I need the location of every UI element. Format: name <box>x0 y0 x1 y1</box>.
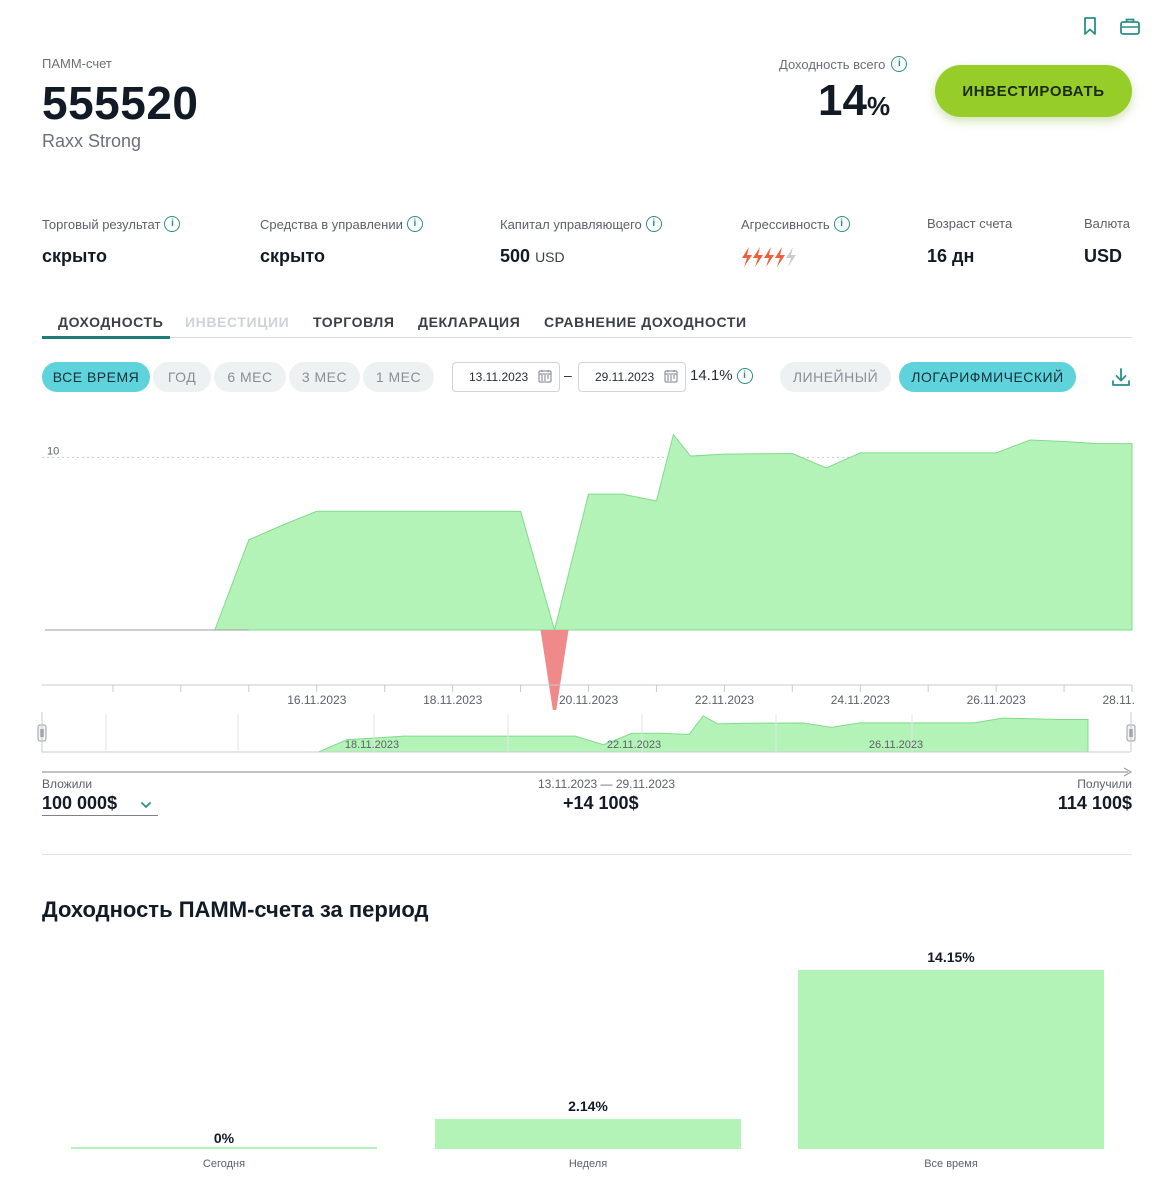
y-tick-label: 10 <box>47 445 59 457</box>
navigator-tick-label: 26.11.2023 <box>869 739 923 751</box>
drawdown-spike <box>540 630 569 710</box>
navigator-area-series <box>176 715 1089 753</box>
period-bar-all-time-label: Все время <box>924 1158 978 1170</box>
aggressiveness-rating <box>741 246 801 273</box>
tab-yield-comparison[interactable]: СРАВНЕНИЕ ДОХОДНОСТИ <box>544 314 747 330</box>
header-actions <box>1081 16 1141 36</box>
section-divider <box>42 854 1132 855</box>
x-tick-label: 22.11.2023 <box>695 693 754 707</box>
tab-declaration[interactable]: ДЕКЛАРАЦИЯ <box>418 314 521 330</box>
download-icon[interactable] <box>1110 366 1132 393</box>
period-bar-today-label: Сегодня <box>202 1158 246 1170</box>
stat-funds-under-management-value: скрыто <box>260 246 325 266</box>
period-bar-all-time <box>798 970 1104 1149</box>
invested-select[interactable]: 100 000$ <box>42 793 118 813</box>
yield-chart[interactable]: 10 16.11.2023 18.11.2023 20.11.2023 22.11.2… <box>42 420 1134 710</box>
date-to-input[interactable]: 29.11.2023 <box>578 362 686 392</box>
stat-currency-label: Валюта <box>1084 216 1130 231</box>
stat-manager-capital-value: 500 USD <box>500 246 565 266</box>
x-tick-label: 28.11.2023 <box>1102 693 1134 707</box>
calendar-icon[interactable] <box>664 369 678 386</box>
period-bar-today <box>71 1147 377 1149</box>
stat-account-age-label: Возраст счета <box>927 216 1013 231</box>
period-bar-week <box>435 1119 741 1149</box>
period-3m-button[interactable]: 3 МЕС <box>289 362 360 392</box>
invest-button[interactable]: ИНВЕСТИРОВАТЬ <box>935 65 1132 117</box>
lightning-icon-filled <box>775 247 785 267</box>
date-range-separator: – <box>564 367 572 383</box>
period-bar-all-time-value: 14.15% <box>927 949 975 965</box>
x-tick-label: 18.11.2023 <box>423 693 482 707</box>
total-yield-value: 14% <box>818 76 891 125</box>
date-from-input[interactable]: 13.11.2023 <box>452 362 560 392</box>
lightning-icon-filled <box>742 247 752 267</box>
navigator-tick-label: 18.11.2023 <box>345 739 399 751</box>
period-bar-week-label: Неделя <box>568 1158 608 1170</box>
received-label: Получили <box>1077 777 1132 791</box>
active-tab-indicator <box>42 336 170 339</box>
info-icon[interactable]: i <box>406 216 423 232</box>
briefcase-icon[interactable] <box>1119 16 1141 36</box>
total-yield-label: Доходность всего i <box>779 56 908 72</box>
info-icon[interactable]: i <box>164 216 181 232</box>
lightning-icon-empty <box>786 247 796 267</box>
profit-value: +14 100$ <box>563 793 639 813</box>
invested-select-underline <box>42 815 158 816</box>
info-icon[interactable]: i <box>891 56 908 72</box>
navigator-tick-label: 22.11.2023 <box>607 739 661 751</box>
info-icon[interactable]: i <box>645 216 662 232</box>
period-section-title: Доходность ПАММ-счета за период <box>42 897 429 922</box>
x-tick-label: 20.11.2023 <box>559 693 618 707</box>
period-arrow <box>42 767 1132 777</box>
period-1m-button[interactable]: 1 МЕС <box>363 362 434 392</box>
account-number: 555520 <box>42 77 199 129</box>
received-value: 114 100$ <box>1057 793 1132 813</box>
stat-funds-under-management-label: Средства в управлении i <box>260 216 423 232</box>
period-all-time-button[interactable]: ВСЕ ВРЕМЯ <box>42 362 150 392</box>
stat-trading-result-label: Торговый результат i <box>42 216 181 232</box>
account-name: Raxx Strong <box>42 131 142 151</box>
invested-label: Вложили <box>42 777 93 791</box>
info-icon[interactable]: i <box>833 216 850 232</box>
scale-linear-button[interactable]: ЛИНЕЙНЫЙ <box>780 362 891 392</box>
range-navigator[interactable]: 18.11.2023 22.11.2023 26.11.2023 <box>36 712 1136 756</box>
period-range-label: 13.11.2023 — 29.11.2023 <box>538 777 676 791</box>
lightning-icon-filled <box>764 247 774 267</box>
period-bar-today-value: 0% <box>213 1130 235 1146</box>
period-6m-button[interactable]: 6 МЕС <box>214 362 286 392</box>
stat-aggressiveness-label: Агрессивность i <box>741 216 850 232</box>
period-bar-week-value: 2.14% <box>568 1098 608 1114</box>
scale-log-button[interactable]: ЛОГАРИФМИЧЕСКИЙ <box>899 362 1076 392</box>
x-tick-label: 26.11.2023 <box>967 693 1026 707</box>
tab-trading[interactable]: ТОРГОВЛЯ <box>313 314 395 330</box>
stat-account-age-value: 16 дн <box>927 246 975 266</box>
stat-manager-capital-label: Капитал управляющего i <box>500 216 662 232</box>
yield-area-series <box>45 433 1133 632</box>
info-icon[interactable]: i <box>736 367 753 384</box>
period-year-button[interactable]: ГОД <box>153 362 211 392</box>
calendar-icon[interactable] <box>538 369 552 386</box>
lightning-icon-filled <box>753 247 763 267</box>
account-type-label: ПАММ-счет <box>42 56 112 71</box>
stat-currency-value: USD <box>1084 246 1123 266</box>
stat-trading-result-value: скрыто <box>42 246 107 266</box>
tab-bar: ДОХОДНОСТЬ ИНВЕСТИЦИИ ТОРГОВЛЯ ДЕКЛАРАЦИ… <box>42 306 1132 339</box>
tab-yield[interactable]: ДОХОДНОСТЬ <box>58 314 164 330</box>
x-tick-label: 16.11.2023 <box>287 693 346 707</box>
chevron-down-icon[interactable] <box>140 797 152 815</box>
x-tick-label: 24.11.2023 <box>831 693 890 707</box>
bookmark-icon[interactable] <box>1081 16 1099 36</box>
range-return: 14.1% i <box>690 367 753 384</box>
tab-investments[interactable]: ИНВЕСТИЦИИ <box>185 314 290 330</box>
